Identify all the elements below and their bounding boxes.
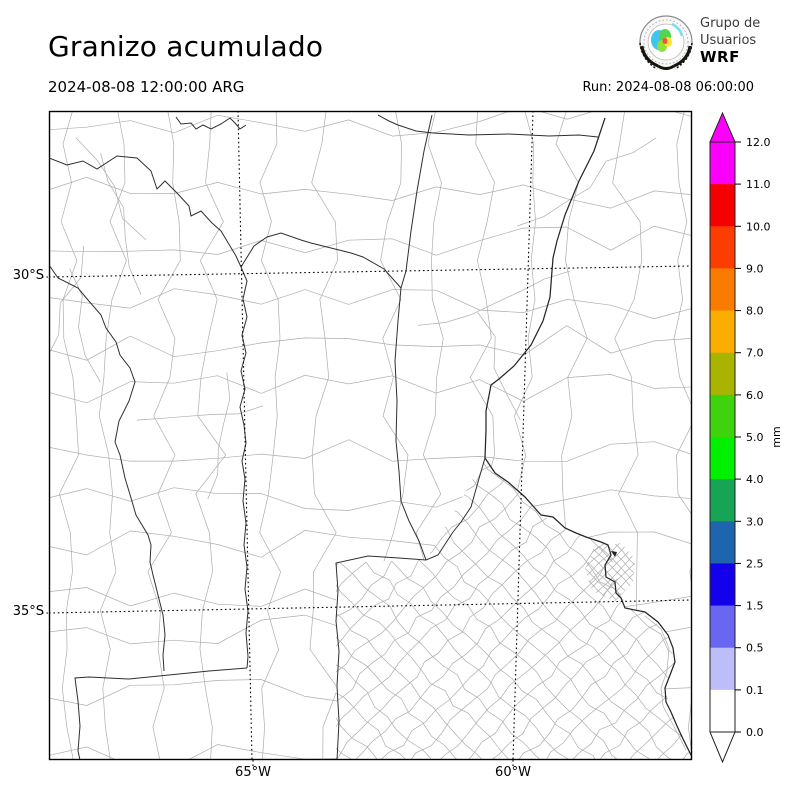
colorbar-segment xyxy=(710,394,735,438)
colorbar-tick-label: 2.5 xyxy=(746,557,764,570)
department-boundaries xyxy=(49,111,692,760)
colorbar-segment xyxy=(710,142,735,185)
lat-label-35s: 35°S xyxy=(12,604,44,619)
colorbar-segment xyxy=(710,647,735,691)
colorbar-tick-label: 1.5 xyxy=(746,600,764,613)
colorbar-segment xyxy=(710,605,735,649)
colorbar-tick-label: 4.0 xyxy=(746,473,764,486)
colorbar-tick-label: 11.0 xyxy=(746,178,771,191)
graticule xyxy=(42,110,693,767)
colorbar-tick-label: 0.5 xyxy=(746,642,764,655)
colorbar-segment xyxy=(710,310,735,354)
colorbar-tick-label: 7.0 xyxy=(746,347,764,360)
map-frame xyxy=(48,110,693,761)
colorbar-tick-label: 10.0 xyxy=(746,220,771,233)
lon-label-60w: 60°W xyxy=(495,765,531,780)
logo-line-1: Grupo de xyxy=(700,16,761,31)
colorbar-under-arrow xyxy=(709,731,736,764)
run-time-label: Run: 2024-08-08 06:00:00 xyxy=(582,80,754,95)
lat-label-30s: 30°S xyxy=(12,268,44,283)
colorbar-segment xyxy=(710,479,735,522)
logo-text: Grupo de Usuarios WRF xyxy=(700,16,760,66)
colorbar-unit-label: mm xyxy=(770,426,783,447)
colorbar-over-arrow xyxy=(709,111,736,143)
colorbar-segment xyxy=(710,352,735,396)
colorbar-segment xyxy=(710,268,735,312)
colorbar-segment xyxy=(710,563,735,607)
colorbar-tick-label: 3.0 xyxy=(746,515,764,528)
colorbar-tick-label: 0.1 xyxy=(746,684,764,697)
colorbar-tick-label: 0.0 xyxy=(746,726,764,739)
colorbar-tick-label: 9.0 xyxy=(746,262,764,275)
logo-line-2: Usuarios xyxy=(700,32,757,48)
colorbar-tick-label: 5.0 xyxy=(746,431,764,444)
colorbar-segment xyxy=(710,226,735,270)
colorbar: 12.0 11.0 10.0 9.0 8.0 7.0 6.0 5.0 4.0 3.0 2.5 1.5 0… xyxy=(709,111,783,764)
colorbar-segment xyxy=(710,184,735,227)
colorbar-segment xyxy=(710,437,735,480)
map xyxy=(42,110,693,767)
page-title: Granizo acumulado xyxy=(48,30,324,63)
logo-line-wrf: WRF xyxy=(700,48,740,66)
valid-time-label: 2024-08-08 12:00:00 ARG xyxy=(48,78,245,96)
buenos-aires-city-marker xyxy=(611,551,617,557)
colorbar-tick-label: 8.0 xyxy=(746,305,764,318)
colorbar-segment xyxy=(710,521,735,565)
wrf-users-logo-icon xyxy=(639,15,693,70)
colorbar-tick-label: 6.0 xyxy=(746,389,764,402)
province-boundaries xyxy=(49,114,692,760)
colorbar-tick-label: 12.0 xyxy=(746,136,771,149)
colorbar-segment xyxy=(710,689,735,733)
lon-label-65w: 65°W xyxy=(235,765,271,780)
